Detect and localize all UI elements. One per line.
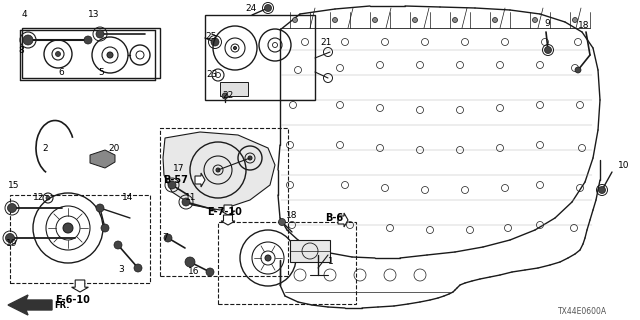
Text: 25: 25 (205, 31, 216, 41)
Circle shape (164, 234, 172, 242)
Circle shape (46, 196, 50, 200)
Polygon shape (8, 295, 52, 315)
Text: 3: 3 (118, 266, 124, 275)
Text: 13: 13 (88, 10, 99, 19)
Text: B-6: B-6 (325, 213, 343, 223)
Circle shape (84, 36, 92, 44)
Bar (160, 128, 288, 276)
Text: E-7-10: E-7-10 (207, 207, 242, 217)
Circle shape (101, 224, 109, 232)
Text: 16: 16 (188, 268, 200, 276)
Polygon shape (221, 205, 235, 215)
Circle shape (222, 93, 228, 99)
Text: 22: 22 (222, 91, 233, 100)
Text: 18: 18 (286, 211, 298, 220)
Text: 17: 17 (173, 164, 184, 172)
Circle shape (333, 18, 337, 22)
Text: 12: 12 (33, 193, 44, 202)
Circle shape (96, 204, 104, 212)
Polygon shape (163, 132, 275, 210)
Circle shape (264, 4, 271, 12)
Circle shape (134, 264, 142, 272)
Text: 1: 1 (328, 258, 333, 267)
Circle shape (185, 257, 195, 267)
Text: 2: 2 (42, 143, 47, 153)
Circle shape (63, 223, 73, 233)
Circle shape (206, 268, 214, 276)
Circle shape (248, 156, 252, 160)
Circle shape (598, 187, 605, 194)
Bar (205, 15, 315, 100)
Circle shape (413, 18, 417, 22)
Circle shape (23, 35, 33, 45)
Text: 20: 20 (108, 143, 120, 153)
Circle shape (573, 18, 577, 22)
Text: 14: 14 (122, 194, 133, 203)
Circle shape (545, 46, 552, 53)
Polygon shape (338, 213, 348, 227)
Text: 15: 15 (8, 180, 19, 189)
Circle shape (8, 204, 17, 212)
Circle shape (452, 18, 458, 22)
Text: 10: 10 (618, 161, 630, 170)
Bar (218, 222, 356, 304)
Text: B-57: B-57 (163, 175, 188, 185)
Circle shape (182, 198, 190, 206)
Text: 24: 24 (245, 4, 256, 12)
Circle shape (6, 234, 15, 243)
Circle shape (532, 18, 538, 22)
Text: 5: 5 (98, 68, 104, 76)
Text: E-6-10: E-6-10 (55, 295, 90, 305)
Text: 9: 9 (544, 19, 550, 28)
Bar (220, 82, 248, 96)
Text: TX44E0600A: TX44E0600A (558, 308, 607, 316)
Circle shape (265, 255, 271, 261)
Circle shape (96, 30, 104, 38)
Circle shape (216, 168, 220, 172)
Text: 6: 6 (58, 68, 64, 76)
Bar (10, 195, 150, 283)
Polygon shape (195, 173, 205, 187)
Bar (290, 240, 330, 262)
Text: 23: 23 (206, 69, 218, 78)
Circle shape (575, 67, 581, 73)
Text: 7: 7 (162, 234, 168, 243)
Circle shape (211, 38, 219, 46)
Polygon shape (221, 215, 235, 225)
Circle shape (56, 52, 61, 57)
Circle shape (168, 181, 176, 189)
Text: FR.: FR. (54, 300, 70, 309)
Text: 19: 19 (6, 239, 17, 249)
Text: 21: 21 (320, 37, 332, 46)
Text: 18: 18 (578, 20, 589, 29)
Circle shape (234, 46, 237, 50)
Text: 11: 11 (185, 193, 196, 202)
Circle shape (292, 18, 298, 22)
Circle shape (114, 241, 122, 249)
Circle shape (493, 18, 497, 22)
Text: 8: 8 (18, 45, 24, 54)
Text: 4: 4 (22, 10, 28, 19)
Polygon shape (90, 150, 115, 168)
Polygon shape (72, 280, 88, 292)
Circle shape (107, 52, 113, 58)
Circle shape (278, 219, 285, 226)
Circle shape (372, 18, 378, 22)
